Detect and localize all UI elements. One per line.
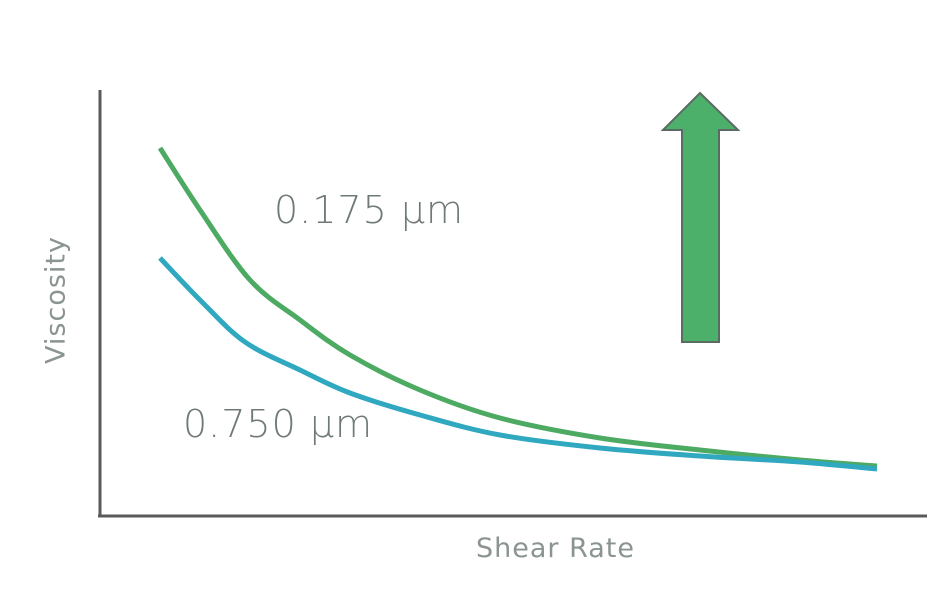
y-axis-label: Viscosity: [40, 236, 72, 364]
curve-0-175-um: [157, 146, 878, 469]
x-axis-label: Shear Rate: [476, 533, 636, 564]
arrow-up-icon: [660, 91, 741, 343]
series-label-0-175-um: 0.175 µm: [274, 188, 465, 232]
curve-0-750-um: [158, 256, 878, 472]
series-label-0-750-um: 0.750 µm: [183, 402, 374, 446]
